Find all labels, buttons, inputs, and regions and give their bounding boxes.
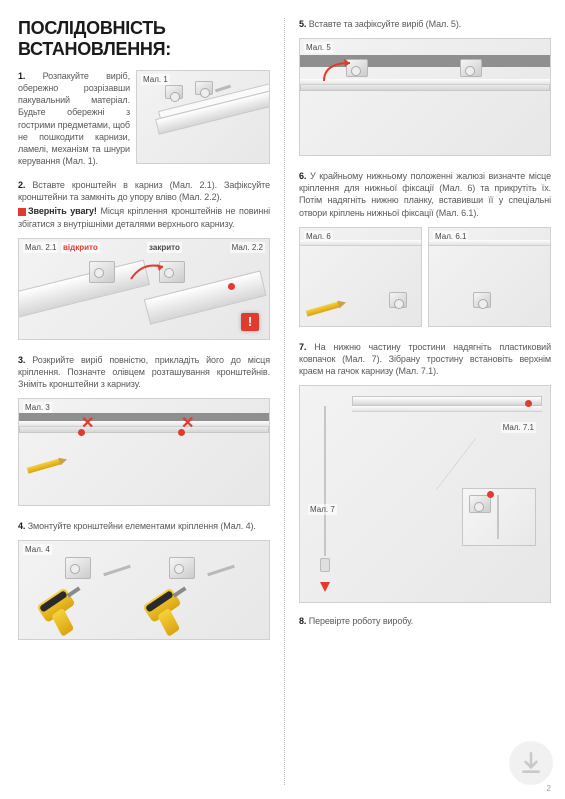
bracket-icon [169,557,195,579]
step-7-text: 7. На нижню частину тростини надягніть п… [299,341,551,377]
bracket-icon [165,85,183,99]
figure-2-2-label: Мал. 2.2 [230,242,265,253]
screw-icon [103,565,131,577]
step-1-body: Розпакуйте виріб, обережно розрізавши па… [18,71,130,166]
pencil-icon [306,301,340,316]
step-4-text: 4. Змонтуйте кронштейни елементами кріпл… [18,520,270,532]
bracket-open-icon [89,261,115,283]
column-left: ПОСЛІДОВНІСТЬ ВСТАНОВЛЕННЯ: 1. Розпакуйт… [18,18,270,785]
step-1-text-block: 1. Розпакуйте виріб, обережно розрізавши… [18,70,130,167]
step-4-num: 4. [18,521,25,531]
step-8-num: 8. [299,616,306,626]
hook-icon [469,495,491,513]
alert-label: Зверніть увагу! [28,206,97,216]
step-5-body: Вставте та зафіксуйте виріб (Мал. 5). [309,19,461,29]
watermark-icon [509,741,553,785]
bracket-icon [65,557,91,579]
figure-1: Мал. 1 [136,70,270,164]
warning-icon: ! [241,313,259,331]
alert-icon [18,208,26,216]
figure-4-label: Мал. 4 [23,544,52,555]
figure-7-1-inset [462,488,536,546]
bottom-clip-icon [389,292,407,308]
step-6-num: 6. [299,171,306,181]
step-2-text: 2. Вставте кронштейн в карниз (Мал. 2.1)… [18,179,270,203]
step-5-text: 5. Вставте та зафіксуйте виріб (Мал. 5). [299,18,551,30]
step-8-body: Перевірте роботу виробу. [309,616,413,626]
step-2-alert: Зверніть увагу! Місця кріплення кронштей… [18,205,270,229]
step-7-num: 7. [299,342,306,352]
step-3-text: 3. Розкрийте виріб повністю, прикладіть … [18,354,270,390]
drill-icon [28,581,97,640]
step-1-num: 1. [18,71,25,81]
state-open-label: відкрито [61,242,100,253]
screw-icon [215,85,231,93]
headrail-icon [352,396,542,406]
figure-2-1-label: Мал. 2.1 [23,242,58,253]
figure-2: Мал. 2.1 відкрито закрито Мал. 2.2 ! [18,238,270,340]
step-2: 2. Вставте кронштейн в карниз (Мал. 2.1)… [18,179,270,230]
blinds-icon [19,421,269,433]
step-2-body1: Вставте кронштейн в карниз (Мал. 2.1). З… [18,180,270,202]
page: ПОСЛІДОВНІСТЬ ВСТАНОВЛЕННЯ: 1. Розпакуйт… [0,0,565,799]
wand-cap-icon [320,558,330,572]
wand-detail-icon [497,495,499,539]
figure-5: Мал. 5 [299,38,551,156]
leader-line-icon [430,436,480,496]
figure-1-label: Мал. 1 [141,74,170,85]
screw-icon [207,565,235,577]
step-8-text: 8. Перевірте роботу виробу. [299,615,551,627]
bracket-icon [460,59,482,77]
bottom-clip-icon [473,292,491,308]
drill-icon [134,581,203,640]
step-1: 1. Розпакуйте виріб, обережно розрізавши… [18,70,270,167]
wand-icon [324,406,326,556]
step-1-text: 1. Розпакуйте виріб, обережно розрізавши… [18,70,130,167]
red-dot-icon [487,491,494,498]
step-5-num: 5. [299,19,306,29]
page-number: 2 [547,784,551,793]
bracket-icon [195,81,213,95]
page-title: ПОСЛІДОВНІСТЬ ВСТАНОВЛЕННЯ: [18,18,270,60]
step-3-num: 3. [18,355,25,365]
column-divider [284,18,285,785]
red-triangle-icon [320,582,330,592]
figure-5-label: Мал. 5 [304,42,333,53]
step-7-body: На нижню частину тростини надягніть плас… [299,342,551,376]
figure-3: Мал. 3 ✕ ✕ [18,398,270,506]
figure-6-1: Мал. 6.1 [428,227,551,327]
figure-7-label: Мал. 7 [308,504,337,515]
figure-7: Мал. 7 Мал. 7.1 [299,385,551,603]
step-4-body: Змонтуйте кронштейни елементами кріпленн… [28,521,256,531]
step-3-body: Розкрийте виріб повністю, прикладіть йог… [18,355,270,389]
step-2-num: 2. [18,180,25,190]
red-dot-icon [228,283,235,290]
figure-4: Мал. 4 [18,540,270,640]
arrow-icon [320,57,360,87]
step-6-text: 6. У крайньому нижньому положенні жалюзі… [299,170,551,219]
state-closed-label: закрито [147,242,182,253]
blinds-panel: Мал. 7.1 [352,396,542,592]
column-right: 5. Вставте та зафіксуйте виріб (Мал. 5).… [299,18,551,785]
arrow-icon [129,257,169,287]
figure-6-row: Мал. 6 Мал. 6.1 [299,227,551,327]
figure-7-1-label: Мал. 7.1 [501,422,536,433]
figure-6: Мал. 6 [299,227,422,327]
figure-3-label: Мал. 3 [23,402,52,413]
step-6-body: У крайньому нижньому положенні жалюзі ви… [299,171,551,217]
